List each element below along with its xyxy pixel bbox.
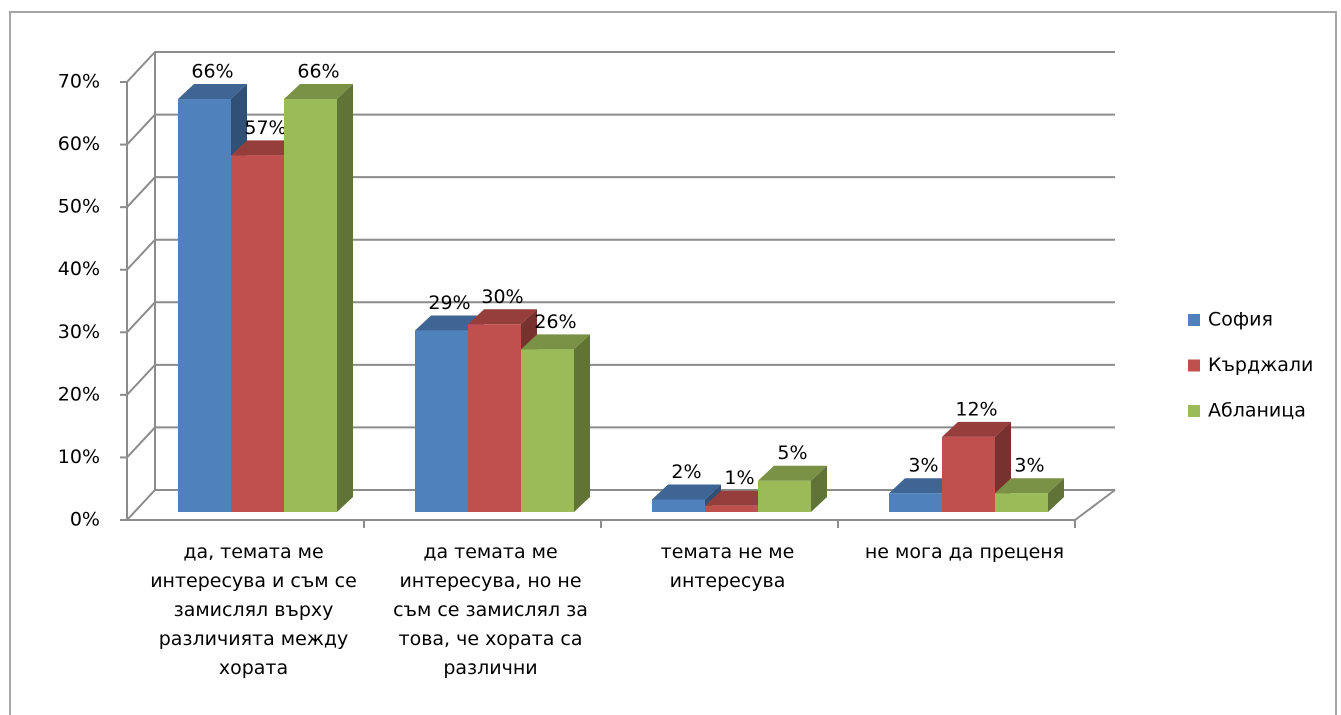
bar-front (468, 324, 521, 512)
bar (521, 334, 590, 512)
bar-side (811, 465, 827, 512)
bar-front (758, 480, 811, 512)
legend-label: Абланица (1208, 400, 1306, 422)
bar-top (889, 478, 958, 494)
legend-swatch (1188, 405, 1200, 417)
bar-top (284, 84, 353, 100)
bar-side (337, 84, 353, 513)
bar (995, 478, 1064, 512)
grid-line (126, 238, 1115, 271)
bar-top (705, 490, 774, 506)
bar-front (178, 99, 231, 513)
y-tick-label: 70% (58, 71, 100, 93)
data-label: 3% (1014, 455, 1044, 477)
data-label: 2% (671, 461, 701, 483)
bar (652, 484, 721, 512)
grid-line (126, 426, 1115, 459)
data-label: 29% (428, 292, 470, 314)
bar-front (415, 330, 468, 512)
bar (758, 465, 827, 512)
bar-front (995, 493, 1048, 512)
bar-top (942, 421, 1011, 437)
data-label: 3% (908, 455, 938, 477)
y-tick-label: 10% (58, 446, 100, 468)
x-tick-label: да, темата ме интересува и съм се замисл… (150, 541, 357, 679)
y-tick-label: 40% (58, 258, 100, 280)
x-tick-label: не мога да преценя (864, 541, 1065, 563)
bar-front (889, 493, 942, 512)
bar-top (652, 484, 721, 500)
data-label: 26% (534, 311, 576, 333)
y-tick-label: 20% (58, 383, 100, 405)
y-tick-label: 0% (70, 509, 100, 531)
grid-line (126, 301, 1115, 333)
grid-line (126, 363, 1115, 396)
grid-line (126, 176, 1115, 208)
data-label: 30% (481, 286, 523, 308)
data-label: 12% (955, 398, 997, 420)
bar-front (652, 499, 705, 512)
legend-label: София (1208, 309, 1273, 331)
bar-front (521, 349, 574, 512)
chart-border (9, 11, 1337, 715)
data-label: 57% (244, 117, 286, 139)
bar-side (574, 334, 590, 512)
legend-swatch (1188, 359, 1200, 372)
bar-front (705, 505, 758, 512)
bar-side (1048, 478, 1064, 512)
data-label: 66% (297, 61, 339, 83)
bar (284, 84, 353, 513)
data-label: 1% (724, 467, 754, 489)
x-tick-label: темата не ме интересува (660, 541, 795, 592)
data-label: 5% (777, 442, 807, 464)
bar (942, 421, 1011, 512)
y-tick-label: 30% (58, 321, 100, 343)
bar-top (758, 465, 827, 481)
bar-top (178, 84, 247, 100)
bar-top (995, 478, 1064, 494)
x-tick-label: да темата ме интересува, но не съм се за… (393, 541, 588, 679)
legend-swatch (1188, 314, 1200, 326)
bar-top (468, 309, 537, 325)
data-label: 66% (191, 61, 233, 83)
bar-top (415, 315, 484, 331)
bar-top (521, 334, 590, 350)
y-tick-label: 60% (58, 133, 100, 155)
legend-label: Кърджали (1208, 354, 1313, 376)
y-tick-label: 50% (58, 196, 100, 218)
grid-line (126, 113, 1115, 146)
bar-front (231, 155, 284, 513)
grid-line (126, 51, 1115, 83)
bar-front (942, 436, 995, 512)
bar-front (284, 99, 337, 513)
bar-top (231, 140, 300, 156)
